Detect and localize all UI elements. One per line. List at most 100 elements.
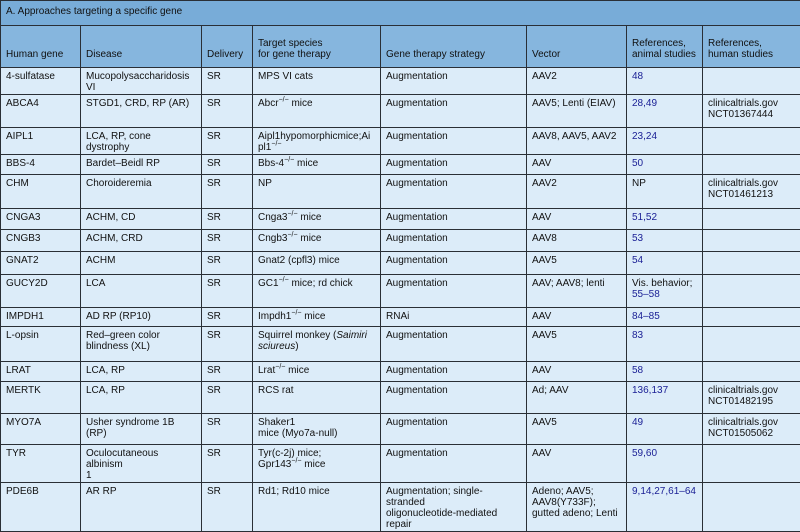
species-text: Shaker1 mice (Myo7a-null) bbox=[258, 417, 337, 439]
gene-text: L-opsin bbox=[6, 330, 39, 341]
ref-animal-cell: 59,60 bbox=[627, 445, 703, 483]
ref-human-cell bbox=[703, 230, 800, 252]
ref-human-text: clinicaltrials.gov NCT01482195 bbox=[708, 385, 778, 407]
vector-cell: AAV bbox=[527, 362, 627, 382]
disease-cell: LCA bbox=[81, 275, 202, 308]
vector-cell: AAV5 bbox=[527, 327, 627, 362]
ref-animal-cell: 23,24 bbox=[627, 128, 703, 155]
delivery-cell: SR bbox=[202, 209, 253, 230]
ref-animal-cell: 136,137 bbox=[627, 382, 703, 414]
strategy-text: Augmentation bbox=[386, 255, 448, 266]
col-disease: Disease bbox=[81, 26, 202, 68]
gene-cell: PDE6B bbox=[1, 483, 81, 532]
gene-text: MERTK bbox=[6, 385, 41, 396]
ref-human-cell bbox=[703, 275, 800, 308]
strategy-text: Augmentation bbox=[386, 417, 448, 428]
species-cell: Cngb3−/− mice bbox=[253, 230, 381, 252]
delivery-cell: SR bbox=[202, 68, 253, 95]
gene-cell: GUCY2D bbox=[1, 275, 81, 308]
gene-cell: MERTK bbox=[1, 382, 81, 414]
species-text: Aipl1hypomorphicmice;Aipl1−/− bbox=[258, 131, 370, 153]
disease-cell: ACHM bbox=[81, 252, 202, 275]
disease-text: Red–green color blindness (XL) bbox=[86, 330, 160, 352]
species-text: Bbs-4−/− mice bbox=[258, 158, 318, 169]
gene-cell: AIPL1 bbox=[1, 128, 81, 155]
species-cell: Abcr−/− mice bbox=[253, 95, 381, 128]
species-cell: Squirrel monkey (Saimiri sciureus) bbox=[253, 327, 381, 362]
species-cell: Gnat2 (cpfl3) mice bbox=[253, 252, 381, 275]
gene-cell: GNAT2 bbox=[1, 252, 81, 275]
species-text: GC1−/− mice; rd chick bbox=[258, 278, 353, 289]
delivery-text: SR bbox=[207, 98, 221, 109]
col-ref-human: References, human studies bbox=[703, 26, 800, 68]
vector-cell: AAV bbox=[527, 308, 627, 327]
vector-text: AAV5; Lenti (EIAV) bbox=[532, 98, 616, 109]
delivery-text: SR bbox=[207, 311, 221, 322]
vector-text: AAV8, AAV5, AAV2 bbox=[532, 131, 617, 142]
species-cell: MPS VI cats bbox=[253, 68, 381, 95]
reference-link[interactable]: 84–85 bbox=[632, 311, 660, 322]
reference-link[interactable]: 136,137 bbox=[632, 385, 668, 396]
strategy-cell: Augmentation bbox=[381, 327, 527, 362]
disease-text: ACHM bbox=[86, 255, 115, 266]
reference-link[interactable]: 23,24 bbox=[632, 131, 657, 142]
disease-text: Mucopolysaccharidosis VI bbox=[86, 71, 189, 93]
vector-text: AAV5 bbox=[532, 255, 557, 266]
reference-link[interactable]: 9,14,27,61–64 bbox=[632, 486, 696, 497]
strategy-text: Augmentation bbox=[386, 131, 448, 142]
ref-animal-cell: 53 bbox=[627, 230, 703, 252]
disease-text: LCA, RP bbox=[86, 385, 125, 396]
reference-link[interactable]: 50 bbox=[632, 158, 643, 169]
reference-link[interactable]: 59,60 bbox=[632, 448, 657, 459]
reference-link[interactable]: 54 bbox=[632, 255, 643, 266]
reference-link[interactable]: 51,52 bbox=[632, 212, 657, 223]
delivery-cell: SR bbox=[202, 155, 253, 175]
gene-cell: IMPDH1 bbox=[1, 308, 81, 327]
species-cell: Shaker1 mice (Myo7a-null) bbox=[253, 414, 381, 445]
species-text: Tyr(c-2j) mice; Gpr143−/− mice bbox=[258, 448, 325, 470]
strategy-cell: Augmentation bbox=[381, 230, 527, 252]
vector-text: AAV5 bbox=[532, 417, 557, 428]
ref-human-text: clinicaltrials.gov NCT01461213 bbox=[708, 178, 778, 200]
gene-text: LRAT bbox=[6, 365, 31, 376]
ref-animal-cell: NP bbox=[627, 175, 703, 209]
delivery-cell: SR bbox=[202, 252, 253, 275]
ref-human-cell bbox=[703, 483, 800, 532]
reference-link[interactable]: 55–58 bbox=[632, 289, 660, 300]
reference-link[interactable]: 53 bbox=[632, 233, 643, 244]
ref-animal-cell: 83 bbox=[627, 327, 703, 362]
reference-link[interactable]: 49 bbox=[632, 417, 643, 428]
strategy-cell: Augmentation bbox=[381, 155, 527, 175]
vector-cell: AAV8 bbox=[527, 230, 627, 252]
delivery-cell: SR bbox=[202, 382, 253, 414]
reference-link[interactable]: 48 bbox=[632, 71, 643, 82]
vector-text: AAV bbox=[532, 212, 551, 223]
strategy-cell: Augmentation bbox=[381, 275, 527, 308]
gene-text: AIPL1 bbox=[6, 131, 33, 142]
species-text: Lrat−/− mice bbox=[258, 365, 309, 376]
reference-link[interactable]: 28,49 bbox=[632, 98, 657, 109]
ref-human-cell: clinicaltrials.gov NCT01367444 bbox=[703, 95, 800, 128]
delivery-text: SR bbox=[207, 448, 221, 459]
reference-link[interactable]: 58 bbox=[632, 365, 643, 376]
col-target-species: Target species for gene therapy bbox=[253, 26, 381, 68]
species-text: MPS VI cats bbox=[258, 71, 313, 82]
vector-cell: AAV5 bbox=[527, 252, 627, 275]
vector-text: Adeno; AAV5; AAV8(Y733F); gutted adeno; … bbox=[532, 486, 618, 519]
ref-animal-cell: 58 bbox=[627, 362, 703, 382]
ref-animal-cell: 84–85 bbox=[627, 308, 703, 327]
species-text: Abcr−/− mice bbox=[258, 98, 313, 109]
delivery-cell: SR bbox=[202, 414, 253, 445]
reference-link[interactable]: 83 bbox=[632, 330, 643, 341]
ref-human-cell bbox=[703, 252, 800, 275]
disease-text: AR RP bbox=[86, 486, 117, 497]
vector-cell: AAV; AAV8; lenti bbox=[527, 275, 627, 308]
